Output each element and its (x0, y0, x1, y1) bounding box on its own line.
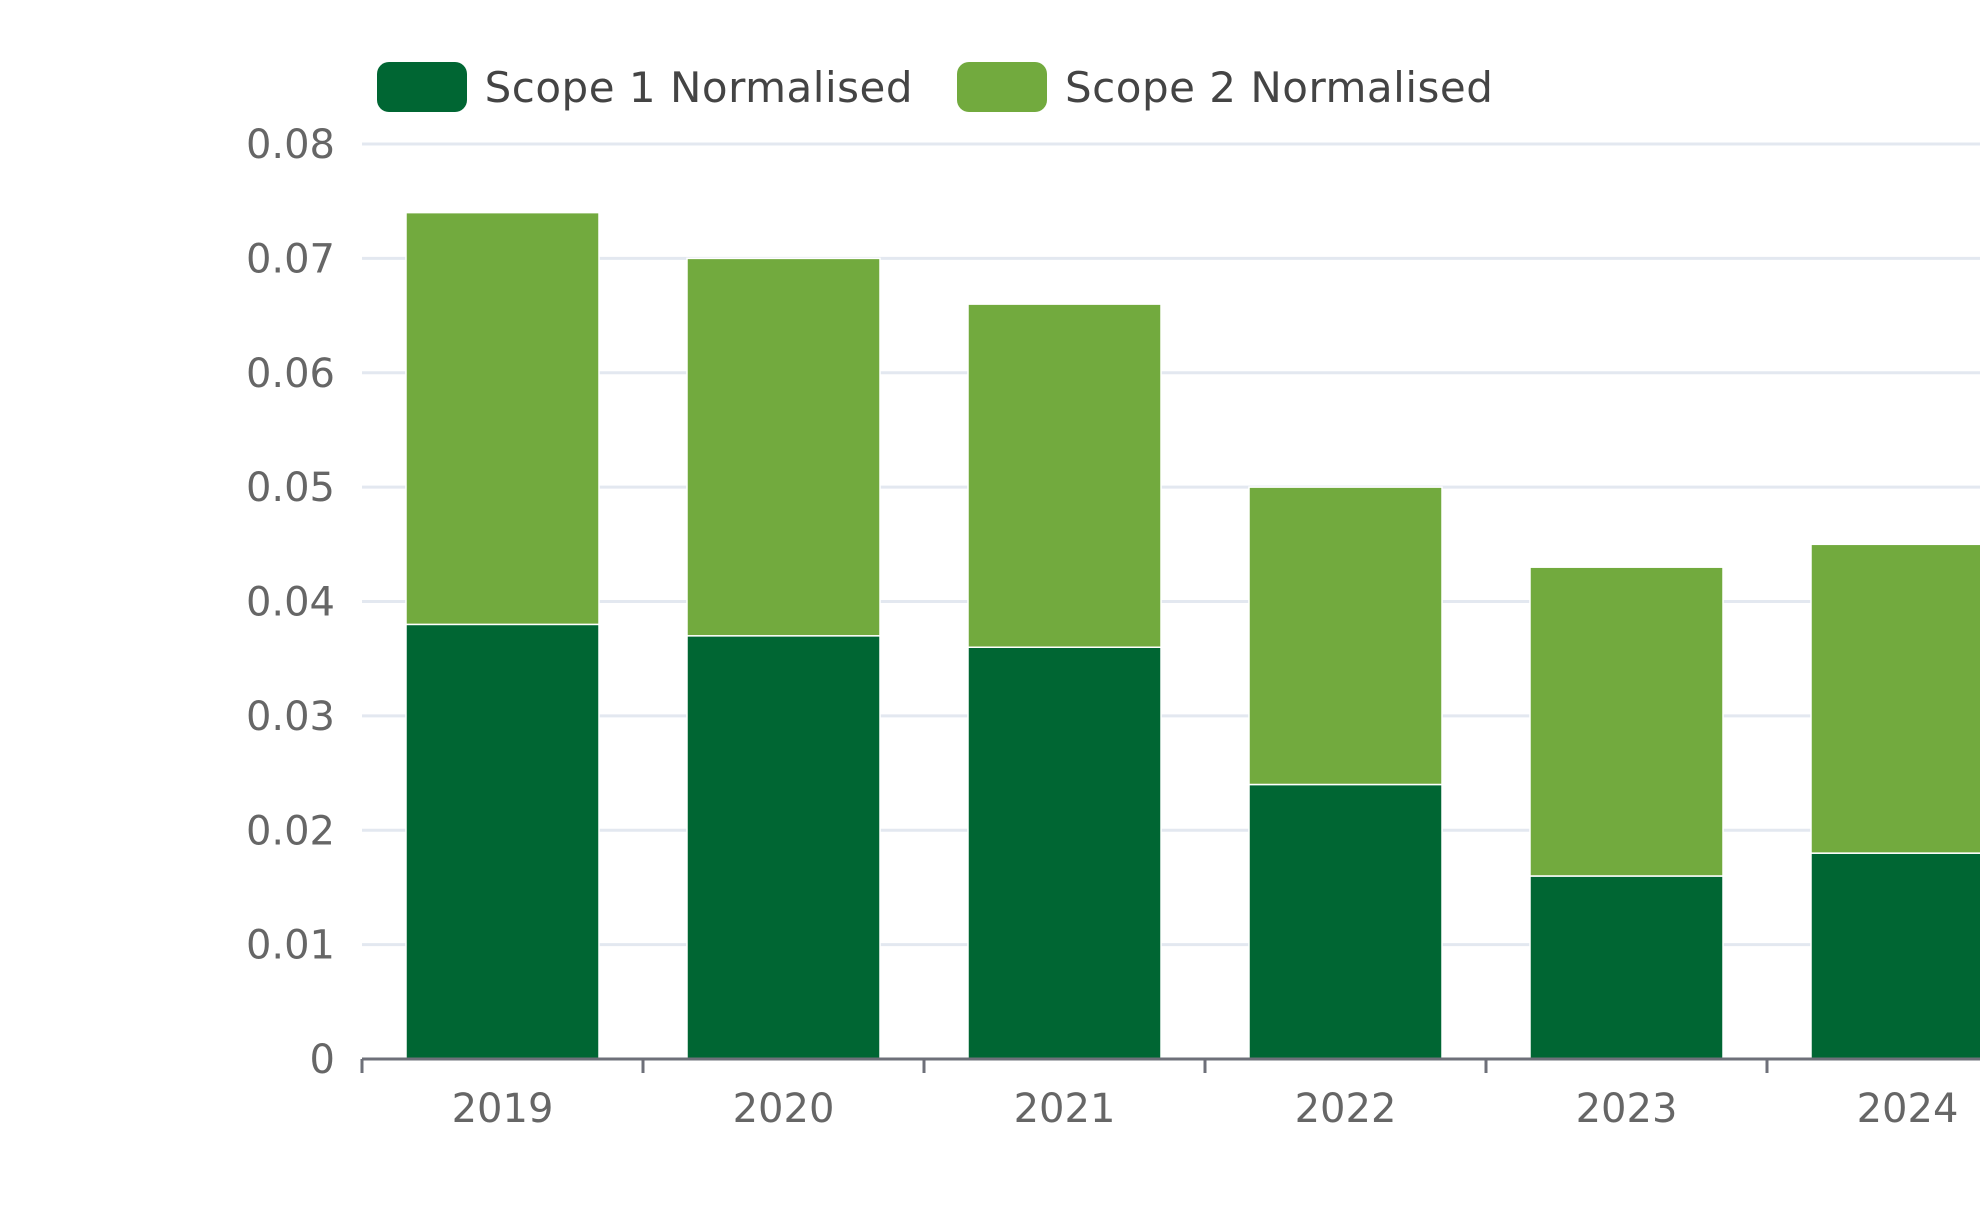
legend-item-scope-2[interactable]: Scope 2 Normalised (957, 62, 1493, 112)
legend-item-scope-1[interactable]: Scope 1 Normalised (376, 62, 913, 112)
x-tick-label: 2024 (1857, 1086, 1959, 1132)
x-tick-label: 2023 (1576, 1086, 1678, 1132)
x-tick-label: 2020 (733, 1086, 835, 1132)
y-tick-label: 0 (310, 1037, 335, 1083)
legend-swatch-scope-2 (957, 62, 1047, 112)
y-tick-label: 0.01 (246, 923, 335, 969)
bar-scope-1-2022[interactable] (1248, 783, 1443, 1060)
chart-legend: Scope 1 Normalised Scope 2 Normalised (0, 62, 1980, 112)
bar-scope-2-2020[interactable] (686, 257, 881, 637)
y-tick-label: 0.08 (246, 122, 335, 168)
y-tick-label: 0.06 (246, 351, 335, 397)
bar-scope-1-2019[interactable] (405, 623, 600, 1060)
y-axis-ticks: 0 0.01 0.02 0.03 0.04 0.05 0.06 0.07 0.08 (246, 122, 335, 1083)
bar-scope-2-2022[interactable] (1248, 486, 1443, 786)
y-tick-label: 0.05 (246, 465, 335, 511)
bar-scope-1-2021[interactable] (967, 646, 1162, 1060)
bar-scope-2-2019[interactable] (405, 211, 600, 626)
bar-scope-2-2023[interactable] (1529, 566, 1724, 877)
legend-label-scope-1: Scope 1 Normalised (484, 62, 913, 112)
y-tick-label: 0.07 (246, 236, 335, 282)
bar-scope-2-2024[interactable] (1810, 543, 1980, 854)
x-axis: 2019 2020 2021 2022 2023 2024 (360, 1057, 1980, 1132)
x-tick-label: 2019 (452, 1086, 554, 1132)
legend-swatch-scope-1 (376, 62, 467, 112)
bar-scope-1-2024[interactable] (1810, 852, 1980, 1060)
bar-scope-1-2023[interactable] (1529, 875, 1724, 1060)
bar-scope-2-2021[interactable] (967, 303, 1162, 648)
y-tick-label: 0.02 (246, 808, 335, 854)
x-tick-label: 2021 (1014, 1086, 1116, 1132)
bar-scope-1-2020[interactable] (686, 635, 881, 1060)
y-tick-label: 0.03 (246, 694, 335, 740)
grid-layer (362, 142, 1980, 947)
bar-layer (405, 211, 1980, 1060)
legend-label-scope-2: Scope 2 Normalised (1065, 62, 1494, 112)
x-tick-label: 2022 (1295, 1086, 1397, 1132)
y-tick-label: 0.04 (246, 580, 335, 626)
